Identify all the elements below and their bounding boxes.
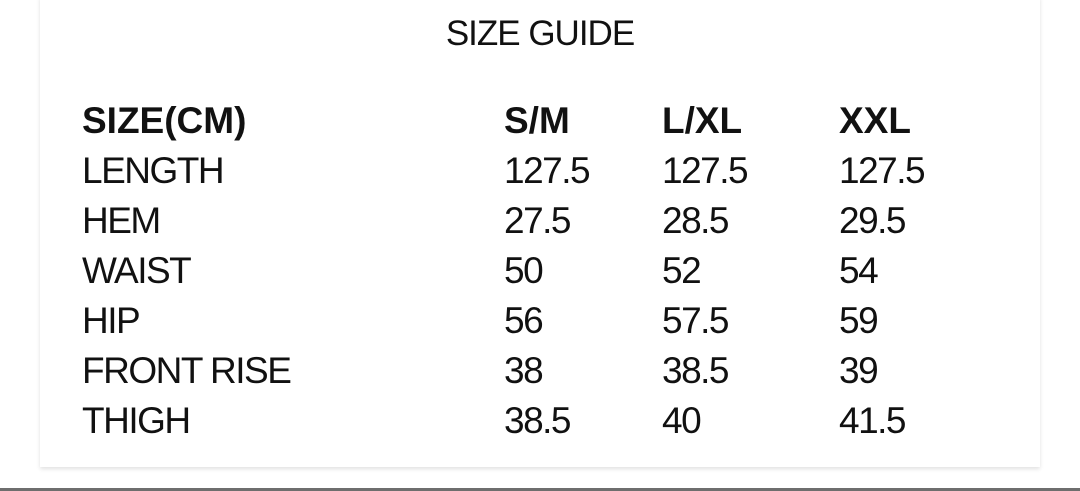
- cell-value: 127.5: [662, 150, 749, 191]
- table-row: THIGH 38.5 40 41.5: [0, 396, 1080, 446]
- cell-value: 59: [839, 300, 879, 341]
- size-guide-card: [40, 0, 1040, 467]
- cell-value: 27.5: [504, 200, 572, 241]
- cell-value: 127.5: [839, 150, 926, 191]
- table-row: HIP 56 57.5 59: [0, 296, 1080, 346]
- cell-value: 38: [504, 350, 544, 391]
- table-row: WAIST 50 52 54: [0, 246, 1080, 296]
- column-header: SIZE(CM): [82, 100, 247, 141]
- table-row: FRONT RISE 38 38.5 39: [0, 346, 1080, 396]
- cell-value: 40: [662, 400, 702, 441]
- cell-value: 57.5: [662, 300, 730, 341]
- cell-value: 127.5: [504, 150, 591, 191]
- row-label: HEM: [82, 200, 161, 241]
- cell-value: 50: [504, 250, 544, 291]
- cell-value: 41.5: [839, 400, 907, 441]
- cell-value: 28.5: [662, 200, 730, 241]
- cell-value: 56: [504, 300, 544, 341]
- column-header: XXL: [839, 100, 911, 141]
- table-row: LENGTH 127.5 127.5 127.5: [0, 146, 1080, 196]
- row-label: LENGTH: [82, 150, 225, 191]
- table-header-row: SIZE(CM) S/M L/XL XXL: [0, 96, 1080, 146]
- column-header: S/M: [504, 100, 570, 141]
- cell-value: 39: [839, 350, 879, 391]
- page-title: SIZE GUIDE: [445, 14, 635, 53]
- row-label: FRONT RISE: [82, 350, 292, 391]
- row-label: THIGH: [82, 400, 191, 441]
- table-row: HEM 27.5 28.5 29.5: [0, 196, 1080, 246]
- divider: [0, 488, 1080, 491]
- cell-value: 54: [839, 250, 879, 291]
- cell-value: 29.5: [839, 200, 907, 241]
- column-header: L/XL: [662, 100, 743, 141]
- row-label: HIP: [82, 300, 141, 341]
- cell-value: 38.5: [662, 350, 730, 391]
- row-label: WAIST: [82, 250, 192, 291]
- cell-value: 38.5: [504, 400, 572, 441]
- cell-value: 52: [662, 250, 702, 291]
